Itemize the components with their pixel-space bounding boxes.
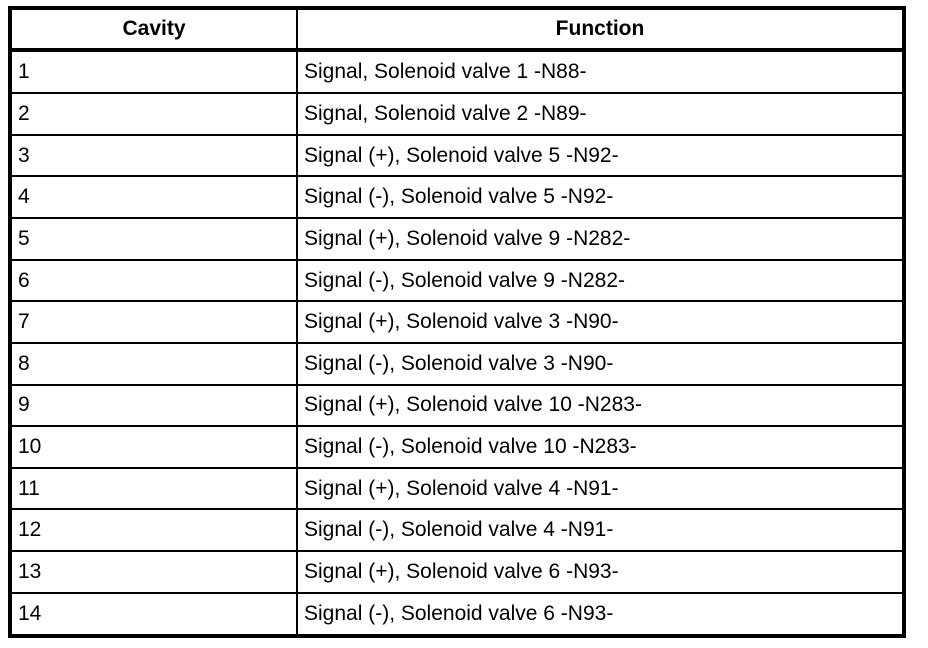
table-row: 1 Signal, Solenoid valve 1 -N88- (10, 48, 904, 94)
cavity-cell: 14 (10, 591, 298, 636)
cavity-cell: 11 (10, 466, 298, 510)
function-column-header: Function (297, 8, 904, 52)
cavity-cell: 7 (10, 300, 298, 343)
function-cell: Signal (-), Solenoid valve 9 -N282- (297, 258, 904, 302)
pinout-table: Cavity Function 1 Signal, Solenoid valve… (8, 6, 906, 638)
function-cell: Signal (-), Solenoid valve 4 -N91- (297, 508, 904, 552)
cavity-cell: 1 (10, 48, 298, 94)
function-cell: Signal (+), Solenoid valve 6 -N93- (297, 550, 904, 593)
table-row: 14 Signal (-), Solenoid valve 6 -N93- (10, 591, 904, 636)
cavity-cell: 13 (10, 550, 298, 593)
table-row: 9 Signal (+), Solenoid valve 10 -N283- (10, 383, 904, 427)
function-cell: Signal (-), Solenoid valve 10 -N283- (297, 425, 904, 468)
table-row: 10 Signal (-), Solenoid valve 10 -N283- (10, 425, 904, 468)
table-header-row: Cavity Function (10, 8, 904, 52)
table-row: 8 Signal (-), Solenoid valve 3 -N90- (10, 341, 904, 385)
function-cell: Signal (-), Solenoid valve 6 -N93- (297, 591, 904, 636)
cavity-cell: 4 (10, 175, 298, 219)
cavity-cell: 6 (10, 258, 298, 302)
function-cell: Signal, Solenoid valve 2 -N89- (297, 92, 904, 135)
cavity-cell: 2 (10, 92, 298, 135)
cavity-cell: 9 (10, 383, 298, 427)
table-row: 5 Signal (+), Solenoid valve 9 -N282- (10, 217, 904, 260)
cavity-cell: 12 (10, 508, 298, 552)
table-row: 4 Signal (-), Solenoid valve 5 -N92- (10, 175, 904, 219)
table-row: 11 Signal (+), Solenoid valve 4 -N91- (10, 466, 904, 510)
table-row: 13 Signal (+), Solenoid valve 6 -N93- (10, 550, 904, 593)
cavity-cell: 8 (10, 341, 298, 385)
function-cell: Signal (+), Solenoid valve 10 -N283- (297, 383, 904, 427)
table-row: 2 Signal, Solenoid valve 2 -N89- (10, 92, 904, 135)
cavity-column-header: Cavity (10, 8, 298, 52)
table-row: 7 Signal (+), Solenoid valve 3 -N90- (10, 300, 904, 343)
table-row: 12 Signal (-), Solenoid valve 4 -N91- (10, 508, 904, 552)
cavity-cell: 3 (10, 133, 298, 177)
table-row: 3 Signal (+), Solenoid valve 5 -N92- (10, 133, 904, 177)
function-cell: Signal (-), Solenoid valve 3 -N90- (297, 341, 904, 385)
table-row: 6 Signal (-), Solenoid valve 9 -N282- (10, 258, 904, 302)
function-cell: Signal, Solenoid valve 1 -N88- (297, 48, 904, 94)
function-cell: Signal (+), Solenoid valve 5 -N92- (297, 133, 904, 177)
function-cell: Signal (+), Solenoid valve 9 -N282- (297, 217, 904, 260)
cavity-cell: 5 (10, 217, 298, 260)
function-cell: Signal (+), Solenoid valve 4 -N91- (297, 466, 904, 510)
cavity-cell: 10 (10, 425, 298, 468)
function-cell: Signal (+), Solenoid valve 3 -N90- (297, 300, 904, 343)
function-cell: Signal (-), Solenoid valve 5 -N92- (297, 175, 904, 219)
